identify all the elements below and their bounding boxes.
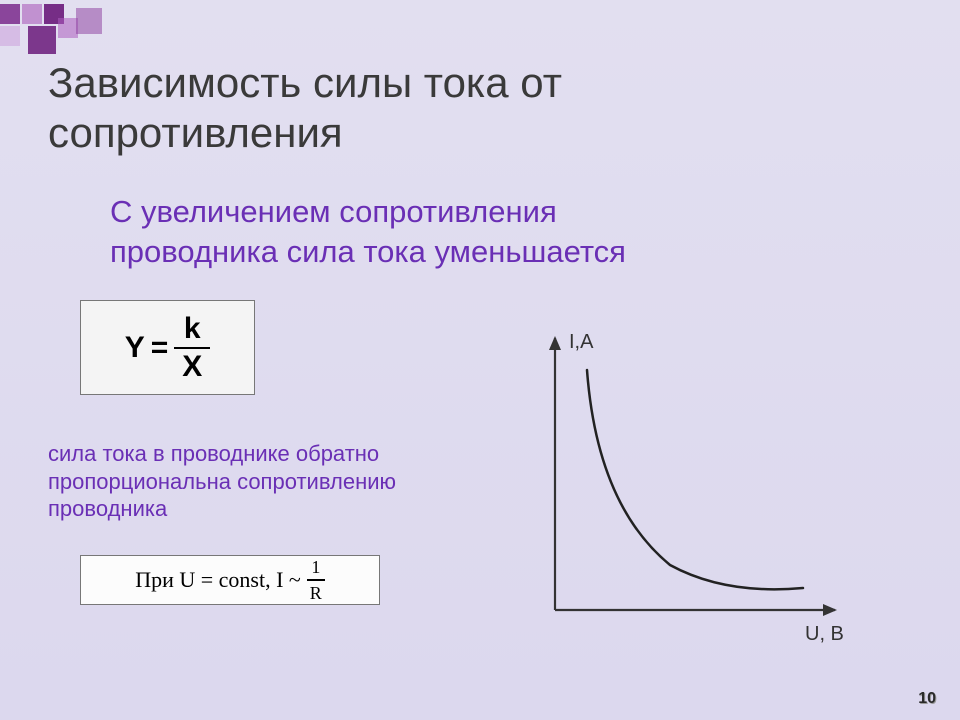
- slide-subtitle: С увеличением сопротивления проводника с…: [110, 192, 626, 273]
- svg-text:I,А: I,А: [569, 331, 594, 353]
- formula1-eq: =: [151, 331, 169, 365]
- subtitle-line1: С увеличением сопротивления: [110, 192, 626, 232]
- title-line1: Зависимость силы тока от: [48, 58, 562, 108]
- svg-text:U, В: U, В: [805, 623, 844, 645]
- note-line2: пропорциональна сопротивлению: [48, 468, 396, 496]
- note-line1: сила тока в проводнике обратно: [48, 440, 396, 468]
- formula1-num: k: [184, 314, 201, 344]
- formula1-fraction: k X: [174, 314, 210, 382]
- formula2-fraction: 1 R: [307, 558, 325, 602]
- formula1-den: X: [182, 352, 202, 382]
- subtitle-line2: проводника сила тока уменьшается: [110, 232, 626, 272]
- slide-number: 10 10: [918, 690, 936, 708]
- formula1-lhs: Y: [125, 331, 145, 365]
- formula2-prefix: При U = const, I ~: [135, 567, 301, 593]
- slide-title: Зависимость силы тока от сопротивления: [48, 58, 562, 157]
- formula2-num: 1: [311, 558, 320, 576]
- formula-y-equals-k-over-x: Y = k X: [80, 300, 255, 395]
- note-line3: проводника: [48, 495, 396, 523]
- formula2-den: R: [310, 584, 322, 602]
- title-line2: сопротивления: [48, 108, 562, 158]
- proportionality-note: сила тока в проводнике обратно пропорцио…: [48, 440, 396, 523]
- current-vs-resistance-chart: I,А U, В: [525, 320, 855, 650]
- chart-svg: I,А U, В: [525, 320, 855, 650]
- formula-u-const-i-prop: При U = const, I ~ 1 R: [80, 555, 380, 605]
